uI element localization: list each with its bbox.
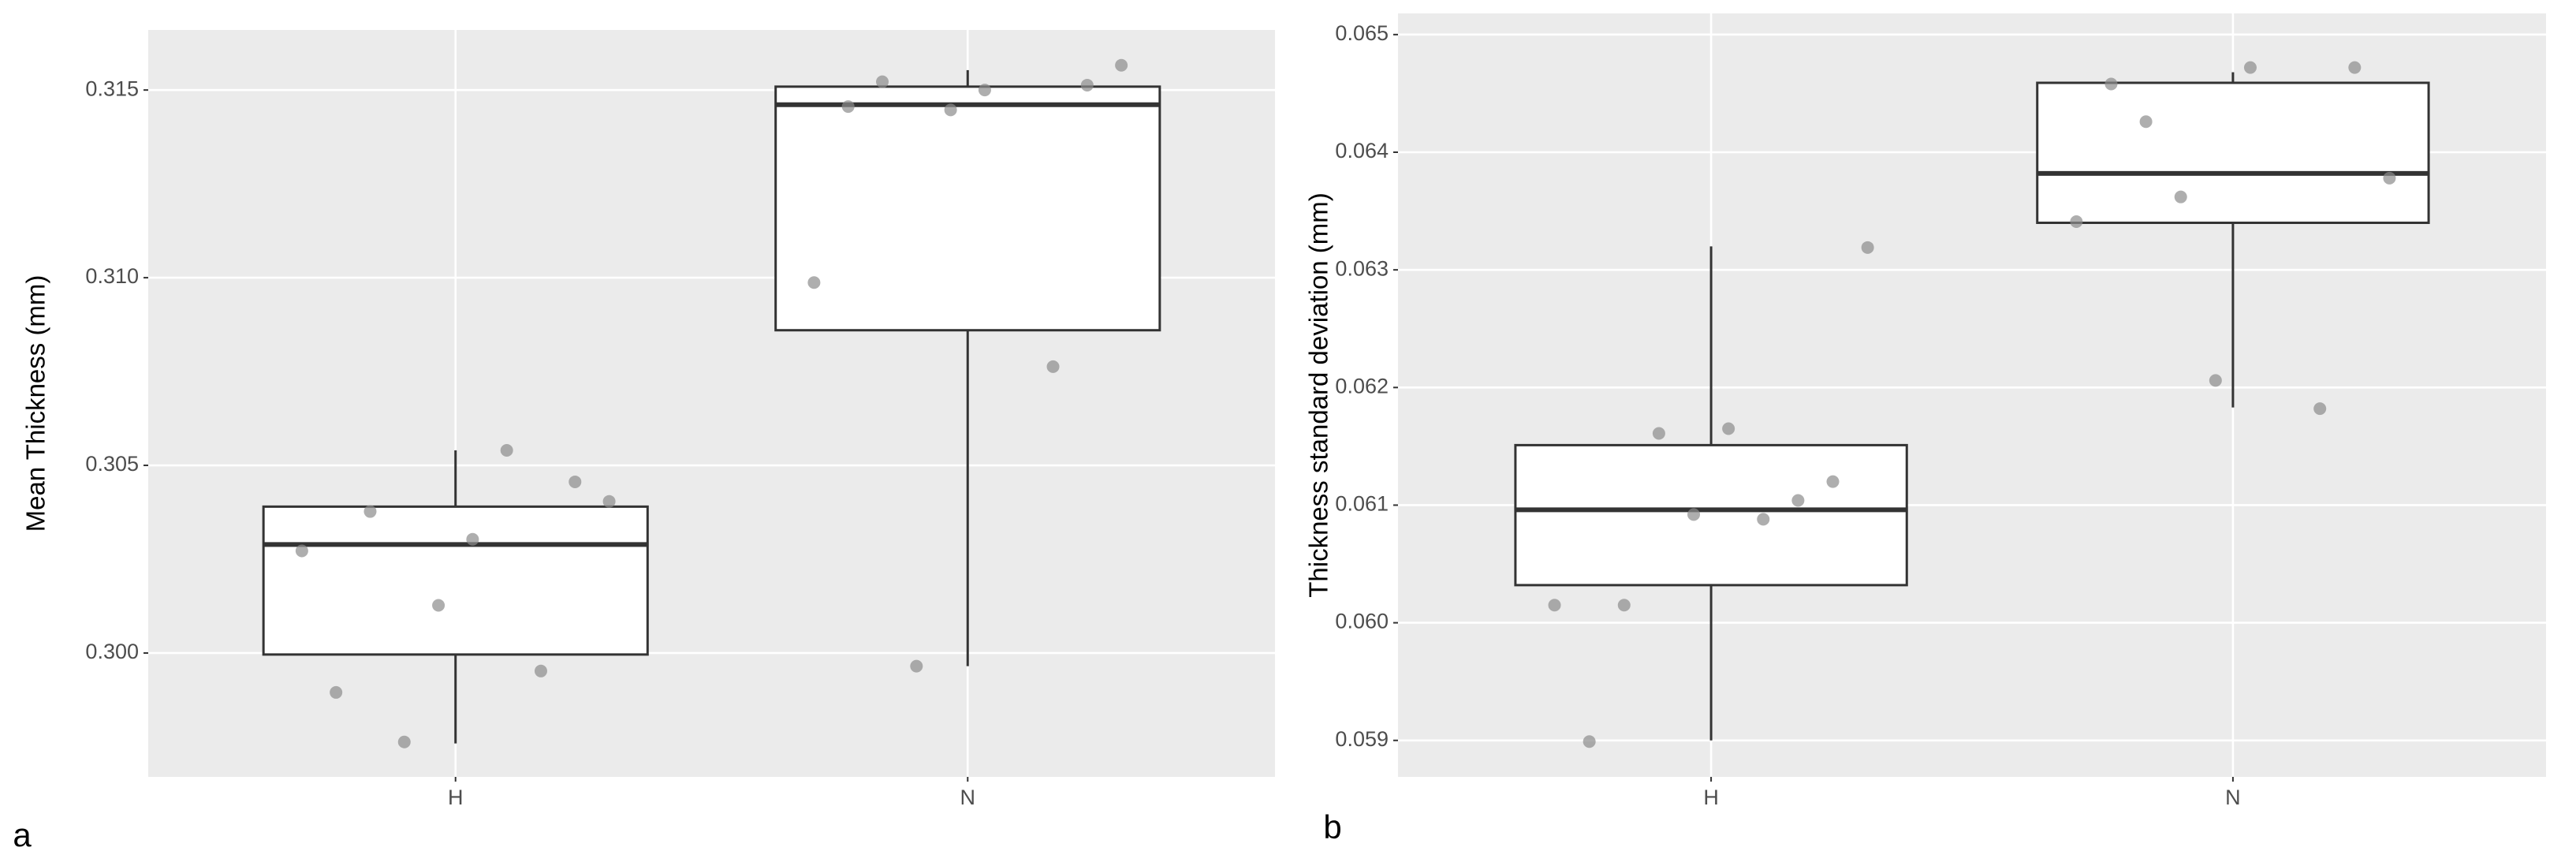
y-tick-label: 0.062: [1335, 374, 1389, 398]
box: [1514, 443, 1908, 587]
point: [2383, 171, 2396, 185]
y-axis-title: Thickness standard deviation (mm): [1304, 192, 1333, 598]
point: [466, 532, 479, 546]
point: [330, 685, 343, 699]
y-tick-label: 0.310: [85, 264, 139, 288]
point: [1791, 494, 1805, 507]
y-tick-label: 0.315: [85, 77, 139, 100]
point: [807, 276, 821, 289]
x-tick-label: H: [1703, 786, 1719, 809]
y-tick-label: 0.060: [1335, 610, 1389, 633]
point: [1861, 241, 1874, 254]
point: [1548, 599, 1561, 612]
point: [1826, 475, 1840, 488]
box: [2036, 81, 2430, 224]
y-axis-title: Mean Thickness (mm): [21, 275, 50, 532]
point: [1583, 735, 1596, 748]
y-tick-label: 0.300: [85, 640, 139, 663]
point: [1080, 78, 1094, 91]
point: [534, 664, 547, 677]
point: [500, 443, 513, 457]
point: [602, 495, 616, 508]
y-tick-label: 0.305: [85, 452, 139, 476]
point: [944, 103, 957, 117]
x-tick-label: N: [2225, 786, 2241, 809]
point: [2174, 190, 2187, 203]
panel-label: a: [13, 816, 32, 853]
point: [1046, 360, 1060, 373]
y-tick-label: 0.059: [1335, 727, 1389, 751]
point: [2313, 402, 2327, 416]
box: [262, 505, 649, 656]
point: [1652, 427, 1665, 440]
point: [2104, 77, 2118, 91]
point: [1115, 58, 1128, 72]
point: [569, 475, 582, 488]
panel-label: b: [1323, 808, 1341, 845]
x-tick-label: H: [448, 786, 464, 809]
point: [1687, 508, 1701, 521]
y-tick-label: 0.063: [1335, 256, 1389, 280]
point: [397, 735, 411, 748]
y-tick-label: 0.061: [1335, 492, 1389, 516]
point: [2070, 215, 2083, 228]
point: [1757, 513, 1770, 526]
box: [774, 85, 1161, 332]
point: [1617, 599, 1631, 612]
point: [841, 100, 855, 114]
point: [876, 75, 889, 88]
point: [2348, 61, 2362, 74]
x-tick-label: N: [960, 786, 976, 809]
y-tick-label: 0.065: [1335, 21, 1389, 45]
point: [432, 599, 445, 612]
point: [910, 659, 923, 673]
point: [295, 544, 308, 558]
point: [978, 84, 991, 97]
point: [1722, 422, 1735, 435]
y-tick-label: 0.064: [1335, 139, 1389, 162]
point: [2209, 374, 2222, 387]
point: [363, 505, 377, 518]
point: [2243, 61, 2257, 74]
point: [2139, 115, 2153, 129]
